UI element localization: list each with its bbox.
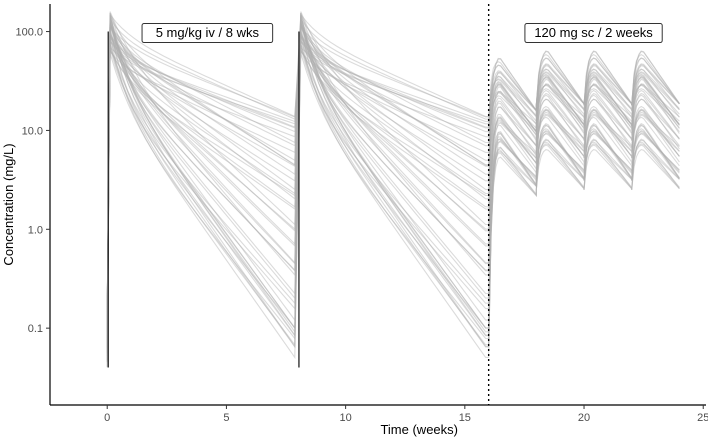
x-tick-label: 20 bbox=[578, 412, 590, 424]
y-tick-label: 0.1 bbox=[28, 323, 43, 335]
subject-profile-line bbox=[106, 32, 680, 318]
annotation-box bbox=[524, 23, 663, 44]
subject-profile-line bbox=[106, 50, 680, 349]
subject-profile-line bbox=[106, 40, 680, 317]
x-tick-label: 5 bbox=[223, 412, 229, 424]
annotation-text: 5 mg/kg iv / 8 wks bbox=[156, 25, 260, 40]
subject-profile-line bbox=[106, 22, 680, 314]
annotation-label: 5 mg/kg iv / 8 wks bbox=[141, 23, 274, 44]
x-tick-label: 15 bbox=[459, 412, 471, 424]
y-tick-label: 10.0 bbox=[22, 125, 43, 137]
y-tick-label: 100.0 bbox=[15, 27, 43, 39]
subject-profile-line bbox=[106, 11, 680, 367]
subject-profile-line bbox=[106, 31, 680, 323]
subject-profile-line bbox=[106, 12, 680, 317]
subject-profile-line bbox=[106, 24, 680, 363]
annotation-box bbox=[141, 23, 274, 44]
subject-profile-line bbox=[106, 46, 680, 328]
subject-profile-line bbox=[106, 37, 680, 320]
subject-profile-line bbox=[106, 23, 680, 317]
subject-profile-line bbox=[106, 48, 680, 330]
subject-profile-line bbox=[106, 26, 680, 331]
subject-profile-line bbox=[106, 44, 680, 321]
subject-profile-line bbox=[106, 42, 680, 328]
y-axis-title: Concentration (mg/L) bbox=[1, 143, 16, 265]
subject-profile-line bbox=[106, 41, 680, 328]
subject-profile-line bbox=[106, 22, 680, 314]
subject-profile-line bbox=[106, 43, 680, 368]
series-layer bbox=[106, 11, 680, 368]
subject-profile-line bbox=[106, 26, 680, 348]
subject-profile-line bbox=[106, 23, 680, 317]
subject-profile-line bbox=[106, 16, 680, 333]
x-tick-label: 25 bbox=[697, 412, 708, 424]
subject-profile-line bbox=[106, 35, 680, 317]
subject-profile-line bbox=[106, 32, 680, 323]
subject-profile-line bbox=[106, 34, 680, 323]
subject-profile-line bbox=[106, 12, 680, 338]
annotation-label: 120 mg sc / 2 weeks bbox=[524, 23, 663, 44]
subject-profile-line bbox=[106, 21, 680, 348]
y-tick-label: 1.0 bbox=[28, 224, 43, 236]
subject-profile-line bbox=[106, 48, 680, 316]
subject-profile-line bbox=[106, 33, 680, 318]
x-tick-label: 0 bbox=[104, 412, 110, 424]
annotations: 5 mg/kg iv / 8 wks 120 mg sc / 2 weeks bbox=[141, 23, 663, 44]
y-ticks: 0.1 1.0 10.0 100.0 bbox=[15, 27, 50, 335]
subject-profile-line bbox=[106, 17, 680, 324]
subject-profile-line bbox=[106, 36, 680, 353]
subject-profile-line bbox=[106, 39, 680, 348]
subject-profile-line bbox=[106, 21, 680, 349]
x-tick-label: 10 bbox=[339, 412, 351, 424]
subject-profile-line bbox=[106, 30, 680, 349]
subject-profile-line bbox=[106, 45, 680, 347]
subject-profile-line bbox=[106, 26, 680, 338]
subject-profile-line bbox=[106, 53, 680, 341]
subject-profile-line bbox=[106, 15, 680, 354]
subject-profile-line bbox=[106, 35, 680, 327]
annotation-text: 120 mg sc / 2 weeks bbox=[534, 25, 653, 40]
subject-profile-line bbox=[106, 13, 680, 332]
axes bbox=[49, 4, 706, 406]
subject-profile-line bbox=[106, 20, 680, 353]
subject-profile-line bbox=[106, 13, 680, 342]
subject-profile-line bbox=[106, 15, 680, 361]
x-axis-title: Time (weeks) bbox=[380, 422, 458, 437]
subject-profile-line bbox=[106, 24, 680, 329]
x-ticks: 0 5 10 15 20 25 bbox=[104, 405, 708, 424]
subject-profile-line bbox=[106, 18, 680, 344]
subject-profile-line bbox=[106, 35, 680, 362]
subject-profile-line bbox=[106, 47, 680, 336]
subject-profile-line bbox=[106, 23, 680, 318]
subject-profile-line bbox=[106, 17, 680, 330]
subject-profile-line bbox=[106, 22, 680, 348]
subject-profile-line bbox=[106, 19, 680, 357]
